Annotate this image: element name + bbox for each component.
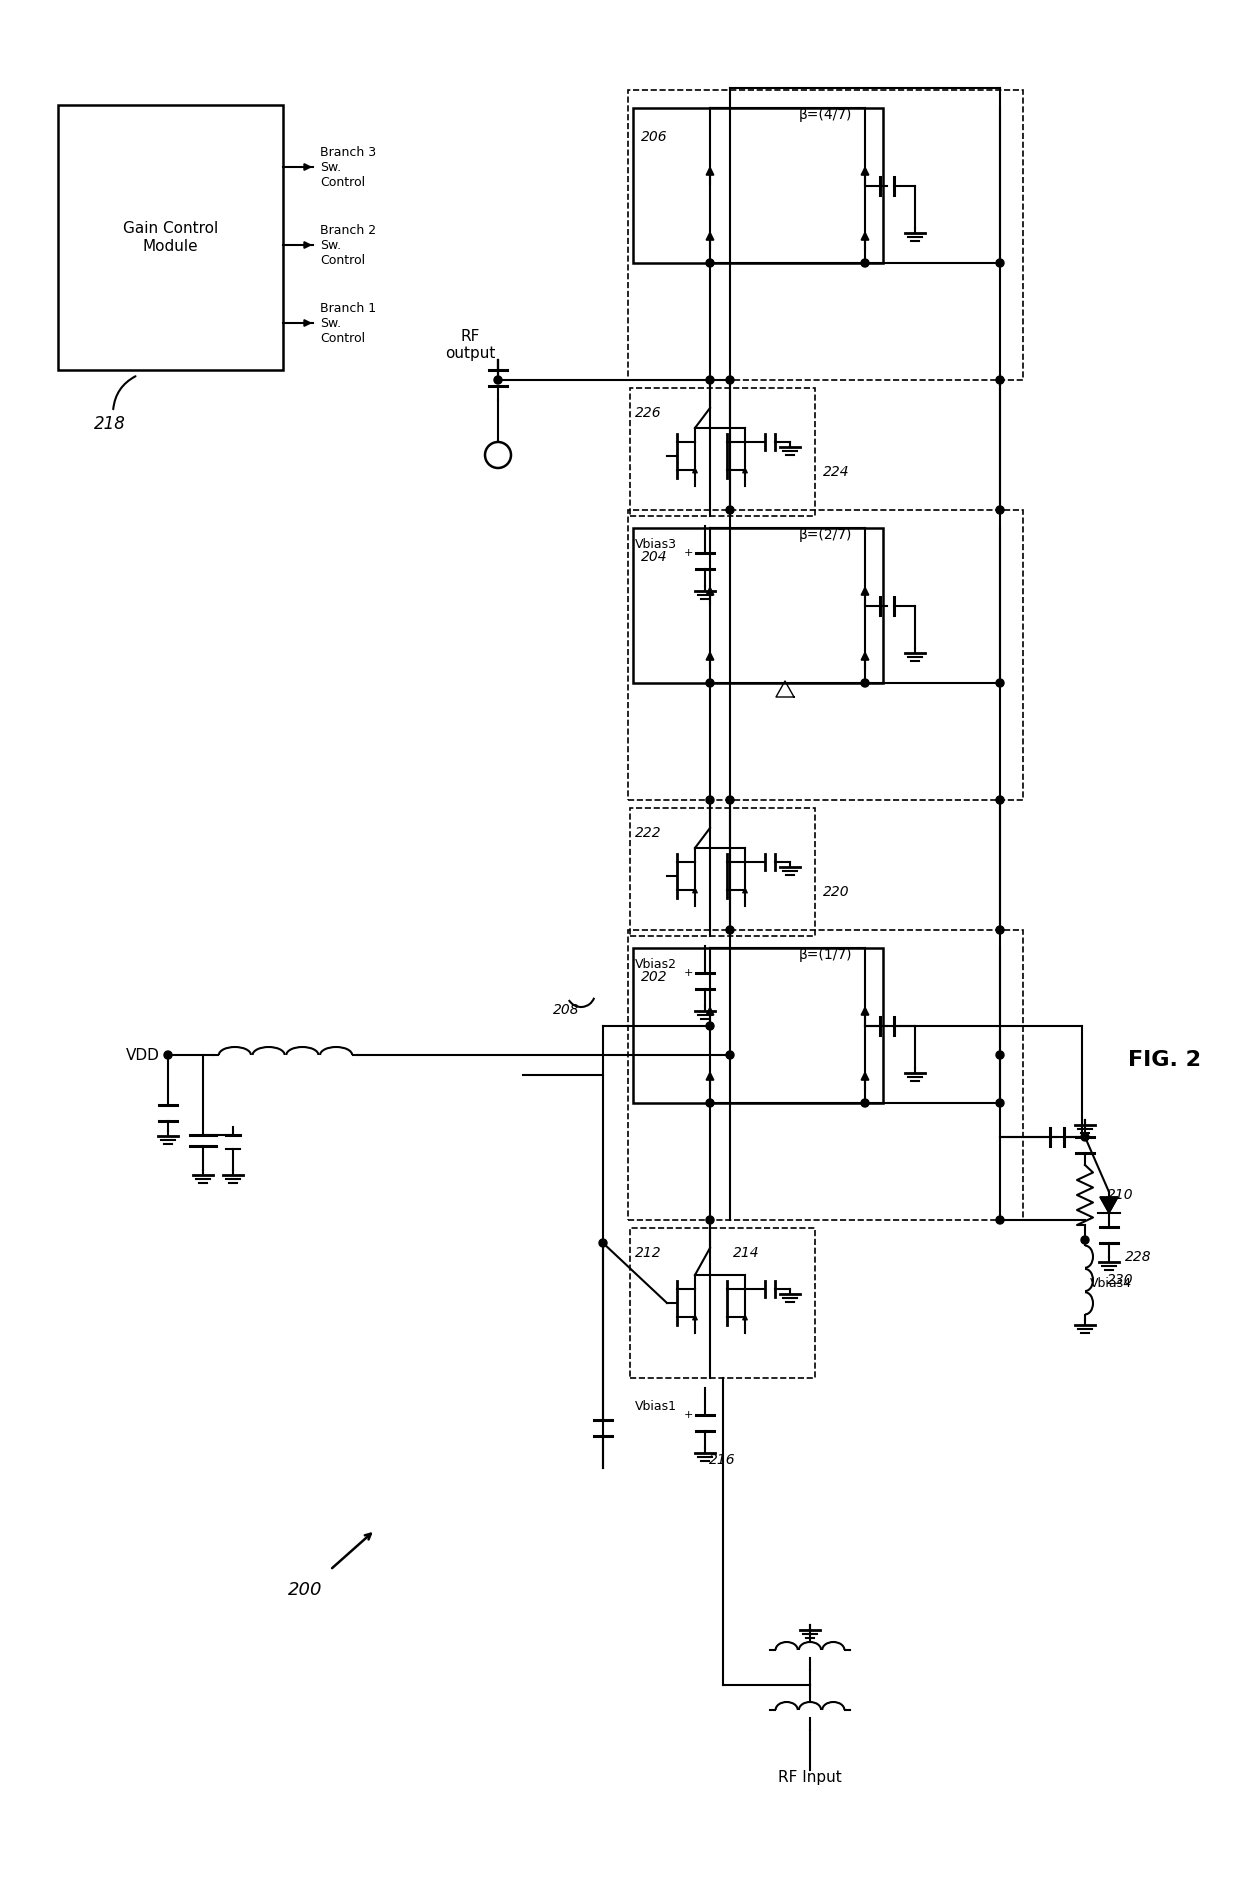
Text: +: + [683, 1409, 693, 1420]
Circle shape [861, 259, 869, 267]
Text: 204: 204 [641, 549, 667, 564]
Circle shape [725, 1051, 734, 1059]
Text: Branch 2
Sw.
Control: Branch 2 Sw. Control [320, 223, 376, 267]
Bar [627, 509, 1023, 799]
Bar [58, 104, 283, 369]
Text: 212: 212 [635, 1246, 662, 1260]
Circle shape [996, 377, 1004, 384]
Text: Vbias2: Vbias2 [635, 958, 677, 972]
Text: +: + [683, 968, 693, 977]
Text: RF
output: RF output [445, 330, 495, 362]
Circle shape [1081, 1133, 1089, 1140]
Circle shape [996, 795, 1004, 803]
Text: FIG. 2: FIG. 2 [1128, 1049, 1202, 1070]
Polygon shape [1100, 1197, 1118, 1212]
Circle shape [996, 1099, 1004, 1106]
Text: 210: 210 [1107, 1188, 1133, 1203]
Bar [632, 108, 883, 263]
Text: 228: 228 [1125, 1250, 1152, 1263]
Text: 226: 226 [635, 405, 662, 420]
Bar [630, 1227, 815, 1379]
Circle shape [725, 506, 734, 513]
Circle shape [996, 506, 1004, 513]
Circle shape [706, 1099, 714, 1106]
Circle shape [996, 1051, 1004, 1059]
Circle shape [706, 680, 714, 688]
Circle shape [861, 680, 869, 688]
Bar [632, 528, 883, 684]
Circle shape [494, 377, 502, 384]
Circle shape [599, 1239, 608, 1246]
Text: Branch 3
Sw.
Control: Branch 3 Sw. Control [320, 146, 376, 189]
Circle shape [996, 680, 1004, 688]
Bar [630, 388, 815, 515]
Text: 216: 216 [709, 1453, 735, 1468]
Bar [630, 809, 815, 936]
Circle shape [725, 795, 734, 803]
Circle shape [706, 795, 714, 803]
Text: 222: 222 [635, 826, 662, 841]
Circle shape [996, 926, 1004, 934]
Circle shape [706, 1023, 714, 1030]
Text: 202: 202 [641, 970, 667, 985]
Bar [627, 91, 1023, 381]
Circle shape [725, 926, 734, 934]
Bar [627, 930, 1023, 1220]
Circle shape [706, 1216, 714, 1224]
Text: β=(1/7): β=(1/7) [799, 949, 852, 962]
Text: 224: 224 [823, 466, 849, 479]
Polygon shape [1100, 1197, 1118, 1212]
Circle shape [706, 259, 714, 267]
Text: 200: 200 [288, 1581, 322, 1599]
Text: β=(4/7): β=(4/7) [799, 108, 852, 121]
Text: 206: 206 [641, 131, 667, 144]
Text: 218: 218 [94, 415, 126, 434]
Text: +: + [683, 547, 693, 559]
Text: 220: 220 [823, 884, 849, 900]
Text: Vbias3: Vbias3 [635, 538, 677, 551]
Circle shape [725, 377, 734, 384]
Text: Vbias4: Vbias4 [1090, 1277, 1132, 1290]
Circle shape [996, 1216, 1004, 1224]
Text: 214: 214 [733, 1246, 759, 1260]
Text: Gain Control
Module: Gain Control Module [123, 222, 218, 254]
Text: 230: 230 [1107, 1273, 1133, 1288]
Circle shape [861, 1099, 869, 1106]
Text: Vbias1: Vbias1 [635, 1400, 677, 1413]
Circle shape [706, 377, 714, 384]
Bar [632, 949, 883, 1102]
Text: β=(2/7): β=(2/7) [799, 528, 852, 542]
Circle shape [485, 441, 511, 468]
Text: 208: 208 [553, 1004, 579, 1017]
Circle shape [996, 259, 1004, 267]
Text: VDD: VDD [126, 1047, 160, 1063]
Circle shape [164, 1051, 172, 1059]
Text: Branch 1
Sw.
Control: Branch 1 Sw. Control [320, 301, 376, 345]
Circle shape [1081, 1237, 1089, 1244]
Text: RF Input: RF Input [779, 1771, 842, 1784]
